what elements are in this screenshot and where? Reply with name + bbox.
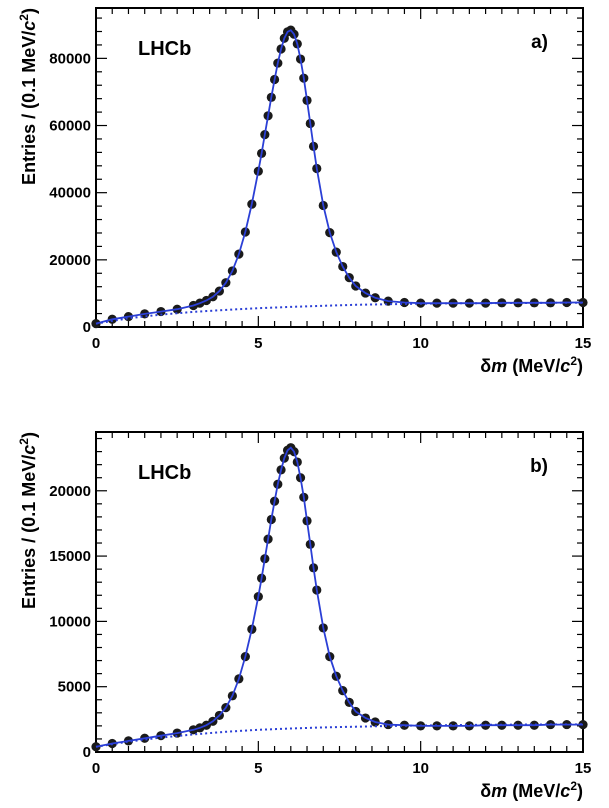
y-tick-label: 0	[83, 744, 91, 761]
panel-label: a)	[531, 32, 548, 53]
y-tick-label: 80000	[49, 50, 91, 67]
x-tick-label: 5	[254, 335, 262, 352]
background-fit-curve	[95, 301, 584, 325]
y-tick-label: 10000	[49, 613, 91, 630]
x-tick-label: 15	[575, 760, 592, 777]
y-tick-label: 60000	[49, 118, 91, 135]
x-tick-label: 15	[575, 335, 592, 352]
x-tick-label: 10	[412, 335, 429, 352]
x-axis-title: δm (MeV/c2)	[480, 354, 583, 376]
x-tick-label: 5	[254, 760, 262, 777]
experiment-label: LHCb	[138, 462, 191, 484]
background-fit-curve	[95, 723, 584, 748]
y-tick-label: 0	[83, 319, 91, 336]
y-tick-label: 40000	[49, 185, 91, 202]
panel-a: 0 5 10 15 0 20000 40000 60000 80000 LHCb a) δm (MeV…	[17, 7, 592, 376]
y-axis-title: Entries / (0.1 MeV/c2)	[17, 8, 39, 185]
panel-b: 0 5 10 15 0 5000 10000 15000 20000 LHCb b) δm (MeV/…	[17, 431, 592, 801]
x-axis-title: δm (MeV/c2)	[480, 779, 583, 801]
y-tick-label: 5000	[58, 679, 91, 696]
y-tick-label: 20000	[49, 252, 91, 269]
x-tick-label: 10	[412, 760, 429, 777]
y-tick-label: 15000	[49, 548, 91, 565]
data-point	[91, 319, 101, 329]
x-tick-label: 0	[92, 335, 100, 352]
x-tick-label: 0	[92, 760, 100, 777]
y-tick-label: 20000	[49, 483, 91, 500]
total-fit-curve	[95, 29, 583, 325]
experiment-label: LHCb	[138, 38, 191, 60]
total-fit-curve	[95, 446, 583, 748]
y-axis-title: Entries / (0.1 MeV/c2)	[17, 432, 39, 609]
panel-label: b)	[530, 456, 548, 477]
